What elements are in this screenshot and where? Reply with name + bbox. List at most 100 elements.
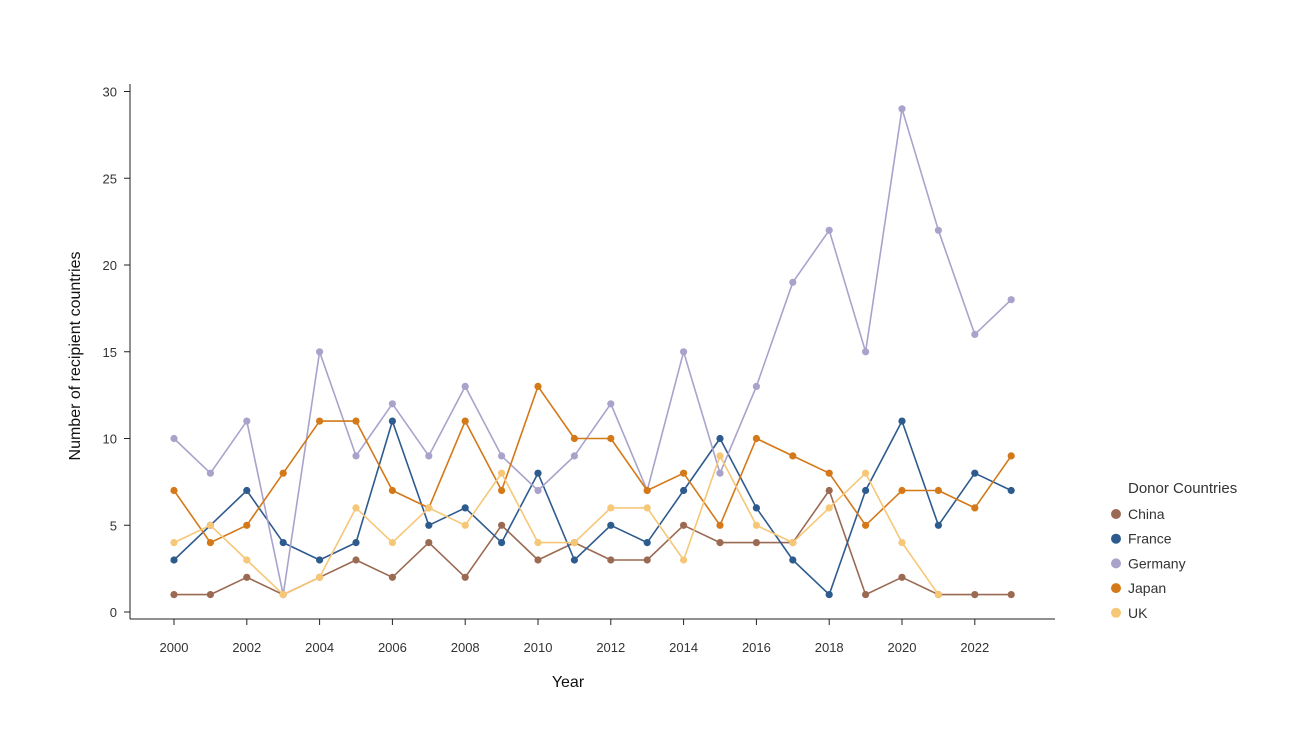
data-point-japan [607,434,615,443]
data-point-france [607,521,615,529]
data-point-germany [570,452,579,460]
data-point-uk [352,504,360,512]
data-point-france [752,504,761,512]
data-point-japan [680,469,688,477]
data-point-france [934,521,943,529]
data-point-france [243,486,251,495]
data-point-china [898,573,906,581]
data-point-uk [498,469,506,477]
data-point-germany [352,452,360,460]
x-axis-ticks: 2000 2002 2004 2006 2008 2010 2012 2014 2016 2018… [160,619,989,655]
legend-label-germany: Germany [1128,555,1186,571]
legend-marker-uk [1111,607,1121,618]
data-point-uk [279,591,287,599]
data-point-japan [716,521,724,529]
data-point-france [1007,486,1015,495]
data-point-china [243,573,251,581]
data-point-china [170,591,178,599]
data-point-japan [388,486,396,495]
y-tick-label: 15 [103,345,117,360]
data-point-germany [170,434,178,443]
data-point-china [388,573,396,581]
data-point-china [752,539,761,547]
data-point-china [498,521,506,529]
data-point-china [643,556,651,564]
data-point-germany [461,382,469,390]
x-tick-label: 2014 [669,640,698,655]
legend-title: Donor Countries [1128,480,1237,497]
data-point-france [461,504,469,512]
data-point-france [716,434,724,443]
data-point-germany [1007,296,1015,304]
axes [129,84,1055,620]
data-point-germany [862,348,870,356]
data-point-japan [862,521,870,529]
x-tick-label: 2002 [232,640,261,655]
series-line-uk [173,455,940,596]
legend-marker-japan [1111,583,1121,594]
y-tick-label: 20 [103,258,117,273]
data-point-china [862,591,870,599]
data-point-france [898,417,906,425]
data-point-germany [934,226,943,234]
data-point-japan [461,417,469,425]
data-point-japan [825,469,833,477]
data-point-germany [716,469,724,477]
data-point-japan [316,417,324,425]
data-point-china [425,539,433,547]
data-point-germany [316,348,324,356]
data-point-uk [243,556,251,564]
data-point-japan [643,486,651,495]
x-tick-label: 2008 [451,640,480,655]
legend-label-france: France [1128,531,1172,547]
legend-label-china: China [1128,506,1165,522]
legend-label-japan: Japan [1128,580,1166,596]
data-point-germany [243,417,251,425]
y-tick-label: 30 [103,85,117,100]
data-point-japan [352,417,360,425]
data-point-japan [279,469,287,477]
data-point-france [643,539,651,547]
data-point-uk [170,539,178,547]
data-point-france [825,591,833,599]
data-point-japan [752,434,761,443]
data-point-france [352,539,360,547]
x-tick-label: 2012 [596,640,625,655]
data-point-france [425,521,433,529]
data-point-germany [388,400,396,408]
data-point-china [971,591,979,599]
data-point-japan [570,434,579,443]
data-point-japan [498,486,506,495]
data-point-china [680,521,688,529]
legend-label-uk: UK [1128,605,1148,621]
y-tick-label: 0 [110,605,117,620]
y-axis-ticks: 0 5 10 15 20 25 30 [103,85,130,620]
data-point-germany [898,105,906,113]
data-point-japan [170,486,178,495]
data-point-china [716,539,724,547]
data-point-japan [898,486,906,495]
data-point-germany [206,469,214,477]
data-point-france [388,417,396,425]
data-point-uk [789,539,797,547]
x-tick-label: 2006 [378,640,407,655]
data-point-japan [206,539,214,547]
data-point-japan [934,486,943,495]
x-tick-label: 2010 [524,640,553,655]
data-point-japan [789,452,797,460]
series-japan [170,382,1015,547]
data-point-france [534,469,542,477]
series-line-france [173,420,1012,596]
data-point-uk [206,521,214,529]
x-tick-label: 2022 [960,640,989,655]
series-france [170,417,1015,599]
x-tick-label: 2020 [888,640,917,655]
data-point-france [570,556,579,564]
data-point-germany [534,486,542,495]
series-line-germany [173,108,1012,596]
data-point-france [971,469,979,477]
data-point-uk [570,539,579,547]
series-group [170,105,1015,599]
data-point-china [607,556,615,564]
